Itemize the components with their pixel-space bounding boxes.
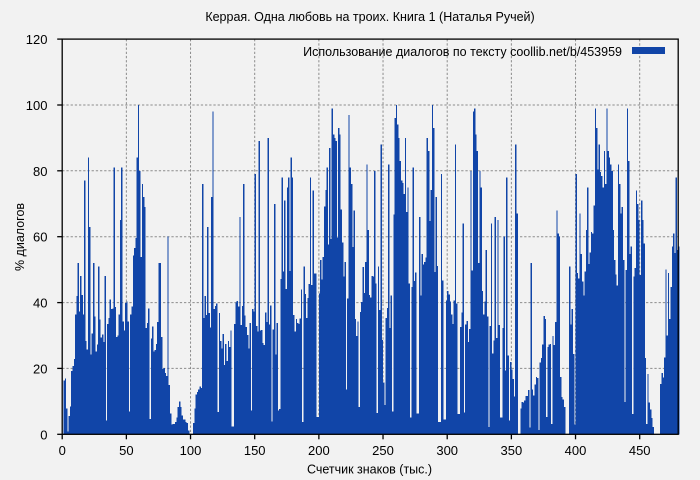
svg-text:Керрая. Одна любовь на троих.: Керрая. Одна любовь на троих. Книга 1 (Н… xyxy=(205,10,534,24)
svg-text:400: 400 xyxy=(565,443,587,458)
svg-text:50: 50 xyxy=(119,443,133,458)
svg-text:300: 300 xyxy=(436,443,458,458)
svg-text:20: 20 xyxy=(33,361,47,376)
svg-text:80: 80 xyxy=(33,164,47,179)
svg-text:120: 120 xyxy=(26,32,48,47)
svg-text:0: 0 xyxy=(59,443,66,458)
svg-text:150: 150 xyxy=(244,443,266,458)
svg-text:Счетчик знаков (тыс.): Счетчик знаков (тыс.) xyxy=(307,463,432,477)
svg-text:100: 100 xyxy=(180,443,202,458)
svg-text:250: 250 xyxy=(372,443,394,458)
svg-text:0: 0 xyxy=(40,427,47,442)
svg-text:% диалогов: % диалогов xyxy=(13,203,27,271)
svg-text:100: 100 xyxy=(26,98,48,113)
svg-text:450: 450 xyxy=(629,443,651,458)
svg-text:Использование диалогов по текс: Использование диалогов по тексту coollib… xyxy=(303,45,622,59)
svg-text:60: 60 xyxy=(33,230,47,245)
svg-text:200: 200 xyxy=(308,443,330,458)
svg-text:350: 350 xyxy=(501,443,523,458)
svg-text:40: 40 xyxy=(33,296,47,311)
